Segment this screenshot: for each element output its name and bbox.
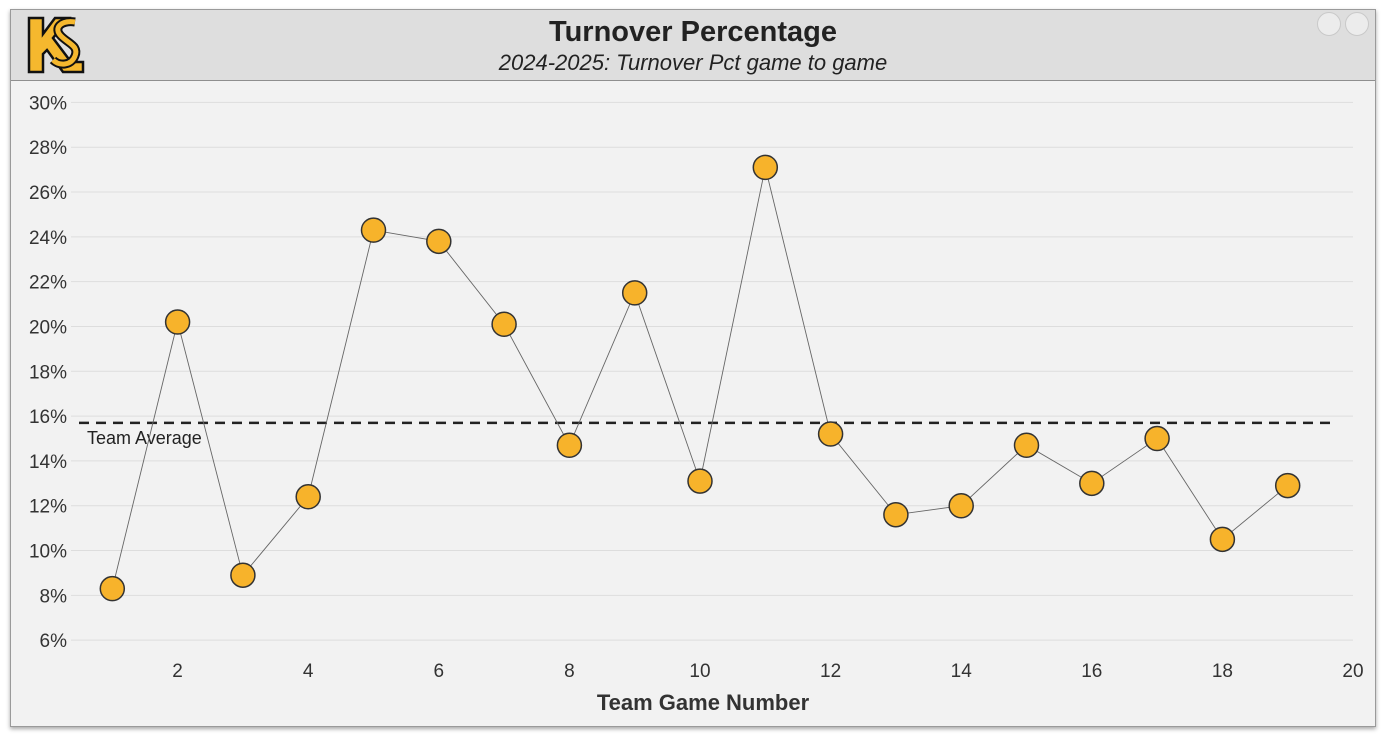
chart-header: Turnover Percentage 2024-2025: Turnover … [11,10,1375,81]
data-point [1144,425,1170,452]
data-point [621,280,648,306]
y-tick-label: 26% [29,183,67,204]
data-point [99,575,126,602]
y-tick-label: 18% [29,362,67,383]
y-tick-label: 20% [29,317,67,338]
data-point [230,562,256,588]
data-point [1274,472,1301,499]
team-average-label: Team Average [87,428,202,448]
data-point [556,432,583,458]
data-point [948,492,974,519]
data-point [1209,526,1236,553]
window-button-left[interactable] [1317,12,1341,36]
chart-title: Turnover Percentage [549,16,837,48]
x-tick-label: 16 [1081,661,1102,682]
x-tick-label: 14 [951,661,973,682]
window-button-right[interactable] [1345,12,1369,36]
data-point [1079,470,1105,497]
x-tick-label: 8 [564,661,575,682]
x-tick-label: 2 [172,661,183,682]
y-tick-label: 14% [29,452,67,473]
data-point [295,484,321,510]
x-tick-label: 10 [689,661,710,682]
x-tick-label: 6 [434,661,445,682]
x-tick-label: 20 [1342,661,1363,682]
x-axis-label: Team Game Number [597,690,810,715]
data-point [360,217,387,243]
y-tick-label: 22% [29,273,67,294]
x-tick-label: 12 [820,661,841,682]
data-point [817,421,844,447]
y-tick-label: 28% [29,138,67,159]
x-tick-label: 4 [303,661,314,682]
data-point [883,501,909,528]
data-point [164,309,191,335]
data-point [752,154,779,181]
y-tick-label: 8% [40,586,68,607]
series-line [111,167,1288,589]
y-tick-label: 30% [29,93,67,114]
data-point [687,468,713,494]
data-point [426,228,452,255]
ks-logo-icon [27,16,85,74]
y-tick-label: 16% [29,407,67,428]
data-point [1013,432,1040,458]
chart-subtitle: 2024-2025: Turnover Pct game to game [498,50,888,75]
data-point [491,311,517,337]
y-tick-label: 6% [40,631,68,652]
y-tick-label: 12% [29,497,67,518]
chart-card: 6% 8% 10% 12% 14% 16% 18% 20% 22% 24% 26% 28% 30% 2 4 6… [10,9,1376,727]
x-tick-label: 18 [1212,661,1233,682]
turnover-chart: 6% 8% 10% 12% 14% 16% 18% 20% 22% 24% 26% 28% 30% 2 4 6… [29,93,1364,715]
y-tick-label: 10% [29,542,67,563]
y-tick-label: 24% [29,228,67,249]
